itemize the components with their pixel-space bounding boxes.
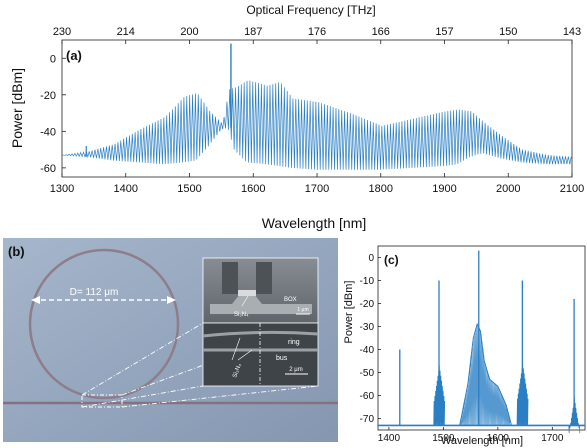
sem-ring-label: ring (288, 339, 300, 346)
x-tick-label: 1600 (487, 433, 510, 444)
top-tick-label: 143 (563, 26, 581, 38)
x-tick-labels-c: 1400 1500 1600 1700 (378, 433, 564, 444)
zoom-line-4 (81, 385, 204, 408)
series-c (378, 250, 585, 434)
x-axis-label-c: Wavelength [nm] (441, 435, 523, 447)
x-tick-label: 2100 (560, 183, 584, 195)
microring (28, 248, 180, 400)
y-tick-label: -60 (40, 163, 56, 175)
axis-ticks-a (61, 40, 573, 177)
panel-label-c: (c) (384, 253, 399, 267)
top-tick-label: 166 (372, 26, 390, 38)
y-tick-label: -20 (360, 299, 375, 310)
top-tick-label: 150 (499, 26, 517, 38)
top-tick-label: 214 (117, 26, 135, 38)
arrow-head-left (31, 296, 40, 304)
zoom-line-1 (81, 322, 204, 396)
x-tick-label: 1400 (378, 433, 401, 444)
x-tick-label: 1400 (114, 183, 138, 195)
x-tick-label: 1500 (177, 183, 201, 195)
panel-c: 0-10-20-30-40-50-60-70 1400 1500 1600 1700 … (343, 245, 586, 447)
y-tick-label: 0 (50, 53, 56, 65)
y-tick-label: -40 (360, 345, 375, 356)
sem-material-label: Si₃N₄ (234, 312, 249, 318)
sem-scale-top: 1 μm (297, 307, 308, 313)
y-tick-label: 0 (368, 253, 374, 264)
y-axis-label-c: Power [dBm] (343, 281, 355, 344)
sem-box-label: BOX (284, 297, 297, 303)
top-tick-label: 187 (244, 26, 262, 38)
sem-bus-label: bus (276, 355, 288, 362)
top-axis-label: Optical Frequency [THz] (246, 3, 375, 17)
zoom-line-3 (121, 385, 319, 408)
x-tick-labels-a: 1300 1400 1500 1600 1700 1800 1900 2000 2100 (50, 183, 584, 195)
y-tick-label: -10 (360, 276, 375, 287)
sem-scale-bottom: 2 μm (289, 367, 302, 373)
y-tick-labels-c: 0 -10 -20 -30 -40 -50 -60 -70 (360, 253, 375, 425)
top-tick-label: 176 (308, 26, 326, 38)
zoom-box (81, 394, 123, 408)
panel-b: D= 112 μm BOX Si₃N₄ 1 μm ring bus (3, 238, 338, 442)
series-a (62, 43, 572, 170)
y-tick-label: -70 (360, 414, 375, 425)
panel-a: Optical Frequency [THz] 230 214 200 187 176 1… (9, 3, 584, 231)
y-tick-label: -60 (360, 391, 375, 402)
x-tick-label: 1500 (432, 433, 455, 444)
sem-top-view-inset: ring bus 2 μm Si₃N₄ (202, 322, 319, 387)
panel-label-a: (a) (66, 48, 82, 63)
sem-material-rotated: Si₃N₄ (232, 362, 243, 378)
y-tick-label: -20 (40, 90, 56, 102)
x-tick-label: 1700 (541, 433, 564, 444)
top-axis-ticks: 230 214 200 187 176 166 157 150 143 (53, 26, 581, 38)
x-tick-label: 1600 (241, 183, 265, 195)
x-tick-label: 1900 (432, 183, 456, 195)
diameter-label: D= 112 μm (70, 287, 119, 298)
x-tick-label: 1300 (50, 183, 74, 195)
y-axis-label-a: Power [dBm] (9, 68, 25, 148)
top-tick-label: 230 (53, 26, 71, 38)
comb-trace (62, 80, 572, 170)
sem-cross-section-inset: BOX Si₃N₄ 1 μm (202, 257, 319, 324)
top-tick-label: 157 (435, 26, 453, 38)
top-tick-label: 200 (180, 26, 198, 38)
y-tick-label: -50 (360, 368, 375, 379)
panel-label-b: (b) (8, 244, 25, 259)
y-tick-labels-a: 0 -20 -40 -60 (40, 53, 56, 175)
x-tick-label: 2000 (496, 183, 520, 195)
arrow-head-right (167, 296, 176, 304)
x-tick-label: 1800 (369, 183, 393, 195)
x-axis-label-a: Wavelength [nm] (262, 215, 367, 231)
x-tick-label: 1700 (305, 183, 329, 195)
y-tick-label: -30 (360, 322, 375, 333)
y-tick-label: -40 (40, 126, 56, 138)
axis-ticks-c (378, 257, 553, 430)
pump-hump-fill (460, 324, 511, 426)
